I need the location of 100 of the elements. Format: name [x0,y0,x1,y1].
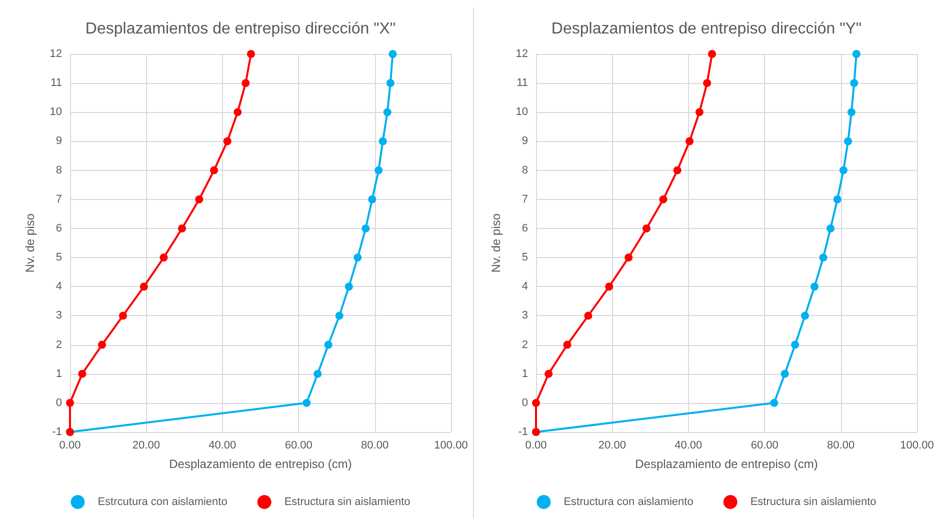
point [178,224,186,232]
y-tick-label: 8 [522,164,528,176]
point [850,79,858,88]
y-tick-label: 4 [522,280,528,293]
point [246,50,255,58]
x-tick-label: 0.00 [525,440,547,452]
point [695,108,704,116]
point [563,340,572,349]
x-axis-title: Desplazamiento de entrepiso (cm) [169,457,352,471]
y-tick-label: 4 [56,280,62,293]
point [833,195,842,204]
legend-label: Estructura sin aislamiento [750,496,876,508]
point [362,224,370,232]
x-tick-label: 0.00 [59,440,81,452]
y-tick-label: -1 [518,426,528,438]
point [624,254,633,262]
point [335,312,344,320]
point [140,282,148,291]
point [844,137,852,146]
point [242,79,250,88]
point [605,282,614,291]
x-tick-label: 20.00 [598,440,626,452]
y-tick-label: 5 [522,252,528,264]
y-tick-label: 8 [56,164,62,176]
y-tick-label: 0 [56,396,62,409]
point [66,398,74,407]
point [544,370,553,378]
point [847,108,856,116]
x-tick-label: 60.00 [750,440,778,452]
point [78,370,86,378]
point [659,195,668,204]
point [839,166,848,174]
point [826,224,835,232]
y-tick-label: 1 [522,368,528,380]
x-tick-label: 80.00 [361,440,389,452]
y-tick-label: 6 [56,222,62,234]
point [642,224,650,232]
point [780,370,789,378]
y-axis-title: Nv. de piso [23,213,37,273]
x-tick-label: 40.00 [674,440,702,452]
x-tick-label: 100.00 [900,440,934,452]
point [195,195,204,204]
y-tick-label: 5 [56,252,62,264]
point [532,398,540,407]
y-tick-label: 12 [516,48,528,60]
y-tick-label: 9 [522,135,528,148]
point [770,398,778,407]
point [800,312,809,320]
y-tick-label: 11 [50,77,62,90]
y-tick-label: 10 [516,106,528,118]
point [344,282,353,291]
point [673,166,682,174]
y-tick-label: 3 [56,310,62,322]
point [160,254,168,262]
legend-label: Estrcutura con aislamiento [98,496,228,508]
point [810,282,819,291]
point [388,50,397,58]
x-tick-label: 100.00 [434,440,468,452]
legend-label: Estructura con aislamiento [564,496,694,508]
y-tick-label: 3 [522,310,528,322]
x-tick-label: 40.00 [208,440,236,452]
point [314,370,322,378]
point [708,50,716,58]
point [98,340,106,349]
point [368,195,376,204]
point [302,398,311,407]
point [210,166,218,174]
y-tick-label: 9 [56,135,62,148]
point [383,108,392,116]
point [703,79,712,88]
point [118,312,127,320]
x-tick-label: 20.00 [132,440,160,452]
y-tick-label: 12 [50,48,62,60]
y-tick-label: 6 [522,222,528,234]
point [852,50,860,58]
point [234,108,242,116]
y-tick-label: 7 [56,193,62,206]
point [819,254,828,262]
point [324,340,332,349]
point [354,254,362,262]
y-tick-label: 1 [56,368,62,380]
x-axis-title: Desplazamiento de entrepiso (cm) [635,457,818,471]
point [223,137,232,146]
y-tick-label: 11 [516,77,528,90]
point [686,137,694,146]
point [386,79,394,88]
point [791,340,800,349]
x-tick-label: 60.00 [284,440,312,452]
y-tick-label: 2 [522,338,528,351]
chart-title: Desplazamientos de entrepiso dirección "X" [85,20,396,38]
x-tick-label: 80.00 [827,440,855,452]
legend-label: Estructura sin aislamiento [284,496,410,508]
y-tick-label: -1 [52,426,62,438]
y-tick-label: 7 [522,193,528,206]
chart-title: Desplazamientos de entrepiso dirección "Y" [551,20,862,38]
point [584,312,592,320]
point [374,166,383,174]
y-axis-title: Nv. de piso [489,213,503,273]
point [378,137,387,146]
y-tick-label: 10 [50,106,62,118]
